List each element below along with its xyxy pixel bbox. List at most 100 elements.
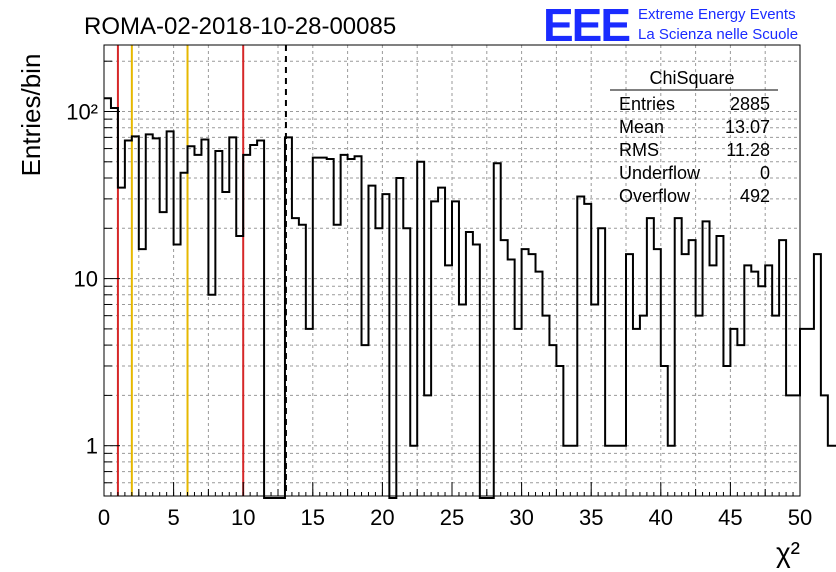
histogram-bin xyxy=(800,329,807,498)
stats-value: 492 xyxy=(740,186,770,206)
stats-value: 2885 xyxy=(730,94,770,114)
histogram-bin xyxy=(236,236,243,498)
x-tick-label: 50 xyxy=(788,505,812,530)
histogram-bin xyxy=(515,329,522,498)
histogram-bin xyxy=(598,228,605,498)
y-axis: 1 10 10² xyxy=(66,60,120,497)
stats-label: Overflow xyxy=(619,186,691,206)
histogram-bin xyxy=(807,329,814,498)
grid xyxy=(104,45,800,497)
histogram-bin xyxy=(710,265,717,498)
histogram-bin xyxy=(577,196,584,498)
histogram-bin xyxy=(243,155,250,498)
histogram-bin xyxy=(403,228,410,498)
histogram-bin xyxy=(104,98,111,498)
histogram-bin xyxy=(828,446,835,498)
histogram-bin xyxy=(675,218,682,498)
histogram-bin xyxy=(633,329,640,498)
x-tick-label: 35 xyxy=(579,505,603,530)
histogram-bin xyxy=(174,244,181,498)
histogram-bin xyxy=(132,136,139,498)
histogram-bin xyxy=(549,345,556,498)
histogram-bin xyxy=(640,316,647,498)
histogram-bin xyxy=(730,329,737,498)
histogram-bin xyxy=(556,366,563,498)
histogram-bin xyxy=(208,295,215,498)
histogram-bin xyxy=(459,304,466,498)
y-tick-label: 1 xyxy=(86,434,98,459)
histogram-bin xyxy=(334,225,341,498)
x-axis: 0 5 10 15 20 25 30 35 40 45 50 xyxy=(98,482,812,530)
stats-box: ChiSquare Entries 2885 Mean 13.07 RMS 11.28 Un… xyxy=(610,68,778,206)
histogram-bin xyxy=(417,162,424,498)
histogram-bin xyxy=(160,212,167,498)
histogram-bin xyxy=(257,141,264,498)
histogram-bin xyxy=(292,218,299,498)
y-tick-label: 10 xyxy=(74,267,98,292)
histogram-bin xyxy=(313,158,320,498)
histogram-bin xyxy=(542,316,549,498)
histogram-bin xyxy=(821,395,828,498)
histogram-bin xyxy=(153,138,160,498)
logo-line2: La Scienza nelle Scuole xyxy=(638,26,798,43)
histogram-bin xyxy=(466,232,473,498)
histogram-bin xyxy=(536,272,543,498)
histogram-bin xyxy=(703,221,710,498)
histogram-bin xyxy=(716,236,723,498)
histogram-bin xyxy=(814,254,821,498)
stats-value: 13.07 xyxy=(725,117,770,137)
histogram-bin xyxy=(167,131,174,498)
histogram-bin xyxy=(382,194,389,498)
histogram-bin xyxy=(320,158,327,498)
histogram-bin xyxy=(355,156,362,498)
x-tick-label: 25 xyxy=(440,505,464,530)
histogram-bin xyxy=(125,141,132,498)
histogram-bin xyxy=(758,286,765,498)
histogram-series xyxy=(104,97,836,499)
histogram-bin xyxy=(751,272,758,498)
histogram-bin xyxy=(591,304,598,498)
stats-label: Entries xyxy=(619,94,675,114)
histogram-bin xyxy=(201,139,208,498)
stats-label: RMS xyxy=(619,140,659,160)
histogram-bin xyxy=(341,155,348,498)
histogram-bin xyxy=(494,163,501,498)
x-tick-label: 10 xyxy=(231,505,255,530)
histogram-bin xyxy=(111,108,118,498)
x-tick-label: 20 xyxy=(370,505,394,530)
histogram-bin xyxy=(438,188,445,498)
x-tick-label: 0 xyxy=(98,505,110,530)
histogram-bin xyxy=(584,204,591,498)
x-tick-label: 30 xyxy=(509,505,533,530)
histogram-bin xyxy=(473,244,480,498)
y-tick-label: 10² xyxy=(66,99,98,124)
histogram-bin xyxy=(661,366,668,498)
histogram-bin xyxy=(362,345,369,498)
histogram-bin xyxy=(647,218,654,498)
histogram-bin xyxy=(445,265,452,498)
histogram-bin xyxy=(765,265,772,498)
histogram-bin xyxy=(772,316,779,498)
stats-box-title: ChiSquare xyxy=(649,68,734,88)
x-tick-label: 15 xyxy=(301,505,325,530)
x-tick-label: 40 xyxy=(649,505,673,530)
histogram-bin xyxy=(250,145,257,498)
logo-mark: EEE xyxy=(543,0,629,51)
chart-title: ROMA-02-2018-10-28-00085 xyxy=(84,13,396,40)
stats-value: 11.28 xyxy=(726,140,770,160)
histogram-bin xyxy=(299,225,306,498)
stats-label: Mean xyxy=(619,117,664,137)
histogram-bin xyxy=(737,345,744,498)
histogram-bin xyxy=(229,137,236,498)
x-tick-label: 5 xyxy=(167,505,179,530)
histogram-bin xyxy=(696,316,703,498)
stats-value: 0 xyxy=(760,163,770,183)
histogram-bin xyxy=(368,186,375,498)
reference-lines xyxy=(116,45,287,496)
histogram-bin xyxy=(181,173,188,498)
logo: EEE Extreme Energy Events La Scienza nel… xyxy=(543,0,798,51)
histogram-bin xyxy=(375,228,382,498)
x-axis-label: χ² xyxy=(776,537,800,568)
histogram-bin xyxy=(744,265,751,498)
